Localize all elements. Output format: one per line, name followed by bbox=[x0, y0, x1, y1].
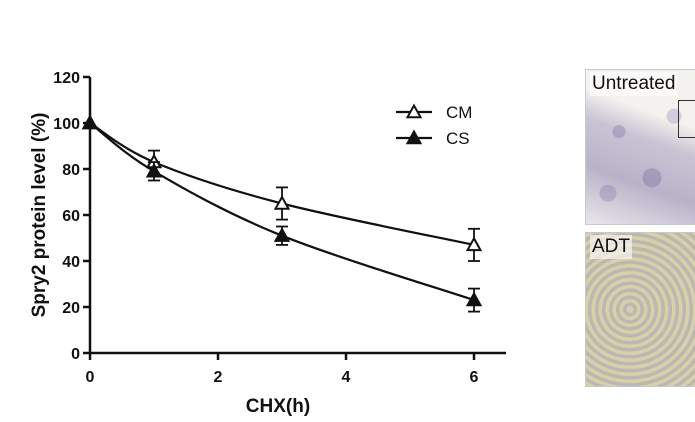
legend-marker bbox=[405, 129, 423, 145]
series-line-cm bbox=[89, 122, 475, 246]
series-line-cs bbox=[89, 122, 475, 302]
panel-label-untreated: Untreated bbox=[590, 72, 678, 96]
micrograph-untreated: Untreated bbox=[585, 69, 695, 225]
y-tick-label: 60 bbox=[62, 208, 80, 225]
y-tick-label: 100 bbox=[53, 116, 80, 133]
y-tick-label: 40 bbox=[62, 254, 80, 271]
x-tick-label: 6 bbox=[470, 369, 479, 386]
data-point bbox=[465, 291, 483, 307]
y-tick-label: 80 bbox=[62, 162, 80, 179]
data-point bbox=[273, 194, 291, 210]
data-point bbox=[81, 114, 99, 130]
y-tick-label: 120 bbox=[53, 70, 80, 87]
series-cm bbox=[81, 114, 483, 262]
y-axis-label: Spry2 protein level (%) bbox=[29, 113, 50, 318]
x-axis-label: CHX(h) bbox=[246, 396, 310, 417]
inset-region-box bbox=[678, 100, 695, 138]
legend-marker bbox=[405, 103, 423, 119]
line-chart: 0 20 40 60 80 100 120 0 2 4 6 CM CS Spry2 protein l… bbox=[29, 70, 506, 417]
data-point bbox=[145, 162, 163, 178]
y-tick-label: 20 bbox=[62, 300, 80, 317]
y-tick-label: 0 bbox=[71, 346, 80, 363]
chart-axes: 0 20 40 60 80 100 120 0 2 4 6 bbox=[53, 70, 506, 386]
data-point bbox=[465, 236, 483, 252]
micrograph-adt: ADT bbox=[585, 232, 695, 387]
chart-series bbox=[81, 114, 483, 313]
legend-label: CM bbox=[446, 103, 472, 122]
x-tick-label: 4 bbox=[342, 369, 351, 386]
data-point bbox=[273, 227, 291, 242]
legend-label: CS bbox=[446, 129, 470, 148]
x-tick-label: 0 bbox=[86, 369, 95, 386]
chart-legend: CM CS bbox=[396, 103, 472, 148]
x-tick-label: 2 bbox=[214, 369, 223, 386]
panel-label-adt: ADT bbox=[590, 235, 632, 259]
series-cs bbox=[81, 114, 483, 313]
